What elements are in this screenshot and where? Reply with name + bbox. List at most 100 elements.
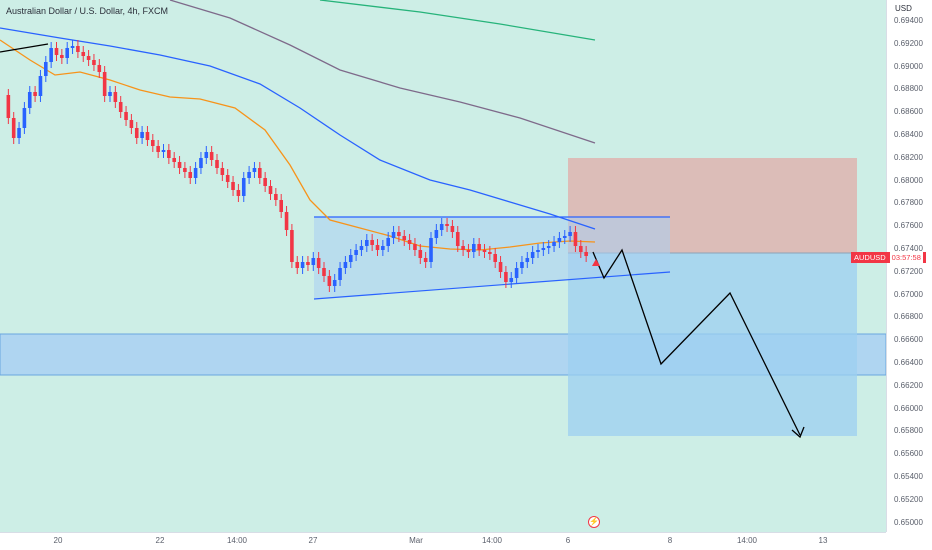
ema-mid-line (0, 27, 596, 230)
candle-body (209, 152, 214, 160)
candle-body (584, 252, 588, 256)
candle-body (536, 250, 540, 252)
time-tick-label: 8 (667, 536, 673, 545)
candle-body (295, 262, 300, 268)
projection-path[interactable] (592, 248, 801, 436)
candle-body (477, 244, 481, 250)
candle-body (183, 168, 187, 172)
candle-body (236, 190, 241, 196)
candle-body (258, 168, 262, 178)
candle-body (167, 150, 171, 158)
candle-body (423, 258, 428, 262)
candle-body (97, 65, 102, 72)
candle-body (274, 194, 278, 200)
time-tick-label: 6 (565, 536, 571, 545)
current-price-marker (592, 259, 600, 266)
price-tick-label: 0.69200 (894, 38, 923, 48)
ema-long-line (319, 0, 596, 41)
price-tick-label: 0.66200 (894, 380, 923, 390)
candle-body (76, 46, 80, 52)
candle-body (27, 92, 32, 108)
last-price-tag: AUDUSD 03:57:58 (851, 252, 926, 263)
symbol-label: AUDUSD (854, 253, 886, 262)
time-tick-label: 13 (818, 536, 828, 545)
take-profit-zone[interactable] (568, 253, 857, 436)
candle-body (504, 272, 508, 282)
candle-body (124, 112, 128, 120)
candle-body (199, 158, 203, 168)
projection-arrowhead (791, 426, 805, 439)
chart-plot-area[interactable]: Australian Dollar / U.S. Dollar, 4h, FXC… (0, 0, 886, 532)
candle-body (225, 175, 230, 182)
candle-body (33, 92, 37, 96)
candle-body (434, 230, 439, 238)
ema-slow-line (169, 0, 596, 144)
chart-canvas (0, 0, 886, 439)
candle-body (193, 168, 198, 178)
price-axis[interactable]: USD 0.69400 0.69200 0.69000 0.68800 0.68600 0… (886, 0, 932, 532)
time-axis[interactable]: 20 22 14:00 27 Mar 14:00 6 8 14:00 13 (0, 532, 886, 550)
candlestick-series (6, 40, 588, 292)
price-tick-label: 0.67400 (894, 244, 923, 253)
candle-body (332, 280, 337, 286)
candle-body (113, 92, 118, 102)
price-tick-label: 0.66000 (894, 403, 923, 413)
candle-body (407, 240, 412, 244)
candle-body (348, 255, 353, 262)
candle-body (541, 248, 546, 250)
candle-body (54, 48, 59, 55)
candle-body (188, 172, 193, 178)
candle-body (498, 262, 503, 272)
candle-body (108, 92, 112, 96)
drawn-trendline[interactable] (0, 43, 49, 53)
candle-body (354, 250, 358, 255)
price-tick-label: 0.69400 (894, 16, 923, 25)
candle-body (562, 236, 567, 238)
candle-body (70, 46, 75, 48)
price-tick-label: 0.67200 (894, 266, 923, 276)
price-tick-label: 0.65000 (894, 517, 923, 527)
candle-body (311, 258, 316, 265)
candle-body (231, 182, 235, 190)
candle-body (284, 212, 289, 230)
candle-body (322, 268, 326, 276)
price-tick-label: 0.68000 (894, 175, 923, 185)
candle-body (172, 158, 176, 162)
candle-body (359, 246, 364, 250)
time-tick-label: 14:00 (481, 536, 503, 545)
candle-body (204, 152, 209, 158)
price-tick-label: 0.67800 (894, 198, 923, 208)
lightning-bolt-icon[interactable]: ⚡ (588, 516, 600, 528)
candle-body (552, 242, 556, 246)
candle-body (247, 172, 251, 178)
candle-body (413, 244, 417, 250)
candle-body (445, 224, 449, 226)
price-tick-label: 0.65200 (894, 494, 923, 504)
price-tick-label: 0.65400 (894, 472, 923, 481)
candle-body (134, 128, 139, 138)
candle-body (92, 60, 96, 65)
candle-body (49, 48, 53, 62)
wedge-lower-line[interactable] (313, 271, 671, 300)
time-tick-label: 22 (155, 536, 165, 545)
candle-body (22, 108, 27, 128)
candle-body (488, 252, 492, 254)
candle-body (338, 268, 342, 280)
candle-body (381, 246, 385, 250)
time-tick-label: Mar (409, 536, 423, 545)
candle-body (568, 232, 572, 236)
candle-body (455, 232, 460, 246)
price-tick-label: 0.68600 (894, 107, 923, 117)
candle-body (316, 258, 321, 268)
candle-body (439, 224, 444, 230)
candle-body (215, 160, 219, 168)
candle-body (140, 132, 144, 138)
candle-body (60, 55, 64, 58)
price-tick-label: 0.68200 (894, 152, 923, 162)
candle-body (365, 240, 369, 246)
price-tick-label: 0.65800 (894, 426, 923, 436)
candle-body (509, 278, 514, 282)
price-tick-label: 0.65600 (894, 449, 923, 459)
candle-body (44, 62, 48, 76)
chart-title: Australian Dollar / U.S. Dollar, 4h, FXC… (6, 6, 169, 16)
